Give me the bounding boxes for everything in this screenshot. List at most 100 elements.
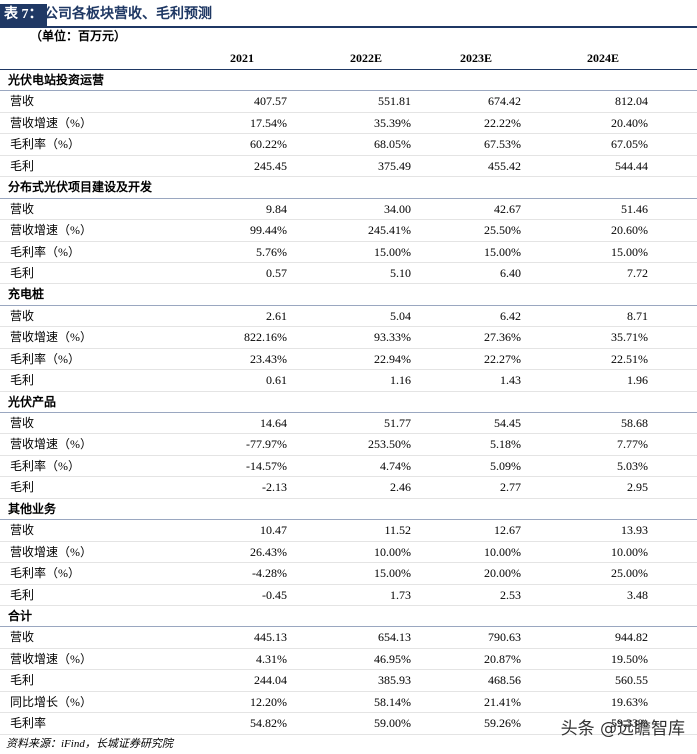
table: 2021 2022E 2023E 2024E 光伏电站投资运营 营收 407.57 551.8… [0, 46, 697, 735]
cell: 35.71% [611, 330, 648, 345]
cell: 4.31% [256, 651, 287, 666]
section-title: 合计 [8, 608, 33, 623]
cell: 385.93 [378, 673, 411, 688]
data-row: 毛利 245.45 375.49 455.42 544.44 [0, 156, 697, 178]
data-row: 营收增速（%） 26.43% 10.00% 10.00% 10.00% [0, 542, 697, 564]
cell: 4.74% [380, 458, 411, 473]
cell: 10.00% [611, 544, 648, 559]
section-row: 光伏产品 [0, 392, 697, 413]
cell: 34.00 [384, 201, 411, 216]
cell: 2.61 [266, 308, 287, 323]
row-label: 营收增速（%） [10, 437, 92, 452]
data-row: 营收 9.84 34.00 42.67 51.46 [0, 199, 697, 221]
cell: 245.41% [368, 223, 411, 238]
cell: 14.64 [260, 416, 287, 430]
cell: 654.13 [378, 630, 411, 645]
cell: 5.04 [390, 308, 411, 323]
row-label: 同比增长（%） [10, 694, 92, 709]
cell: 10.00% [374, 544, 411, 559]
data-row: 营收增速（%） -77.97% 253.50% 5.18% 7.77% [0, 434, 697, 456]
cell: 407.57 [254, 94, 287, 109]
row-label: 营收 [10, 416, 35, 430]
unit-note: （单位：百万元） [30, 29, 127, 43]
cell: 944.82 [615, 630, 648, 645]
cell: 46.95% [374, 651, 411, 666]
data-row: 毛利率（%） -14.57% 4.74% 5.09% 5.03% [0, 456, 697, 478]
cell: 6.40 [500, 265, 521, 280]
cell: 5.10 [390, 265, 411, 280]
cell: 20.87% [484, 651, 521, 666]
row-label: 毛利率（%） [10, 137, 80, 152]
cell: 68.05% [374, 137, 411, 152]
cell: 560.55 [615, 673, 648, 688]
cell: 42.67 [494, 201, 521, 216]
section-row: 合计 [0, 606, 697, 628]
row-label: 营收增速（%） [10, 223, 92, 238]
data-row: 营收增速（%） 822.16% 93.33% 27.36% 35.71% [0, 327, 697, 349]
column-header: 2022E [349, 51, 382, 65]
row-label: 毛利 [10, 480, 35, 495]
cell: 790.63 [488, 630, 521, 645]
cell: 5.18% [490, 437, 521, 452]
row-label: 毛利率（%） [10, 458, 80, 473]
cell: 5.76% [256, 244, 287, 259]
cell: 15.00% [484, 244, 521, 259]
cell: 244.04 [254, 673, 287, 688]
cell: 6.42 [500, 308, 521, 323]
row-label: 营收 [10, 201, 35, 216]
data-row: 毛利率（%） -4.28% 15.00% 20.00% 25.00% [0, 563, 697, 585]
cell: 12.20% [250, 694, 287, 709]
cell: 20.60% [611, 223, 648, 238]
cell: 54.45 [494, 416, 521, 430]
cell: 22.22% [484, 115, 521, 130]
cell: 0.57 [266, 265, 287, 280]
cell: 58.68 [621, 416, 648, 430]
section-row: 充电桩 [0, 284, 697, 306]
row-label: 营收增速（%） [10, 544, 92, 559]
cell: 25.00% [611, 566, 648, 581]
cell: 3.48 [627, 587, 648, 602]
data-row: 营收增速（%） 99.44% 245.41% 25.50% 20.60% [0, 220, 697, 242]
cell: 544.44 [615, 158, 648, 173]
cell: -2.13 [262, 480, 287, 495]
cell: 20.00% [484, 566, 521, 581]
data-row: 营收 14.64 51.77 54.45 58.68 [0, 413, 697, 435]
cell: 21.41% [484, 694, 521, 709]
section-row: 光伏电站投资运营 [0, 70, 697, 92]
cell: 19.63% [611, 694, 648, 709]
data-row: 营收 407.57 551.81 674.42 812.04 [0, 91, 697, 113]
cell: 445.13 [254, 630, 287, 645]
caption-label: 表 7： [0, 4, 47, 26]
row-label: 毛利率（%） [10, 351, 80, 366]
section-title: 光伏产品 [8, 394, 57, 409]
cell: 23.43% [250, 351, 287, 366]
data-row: 毛利 -0.45 1.73 2.53 3.48 [0, 585, 697, 606]
data-row: 同比增长（%） 12.20% 58.14% 21.41% 19.63% [0, 692, 697, 714]
data-row: 营收增速（%） 4.31% 46.95% 20.87% 19.50% [0, 649, 697, 671]
watermark: 头条 @远瞻智库 [560, 719, 685, 739]
row-label: 营收增速（%） [10, 330, 92, 345]
cell: 25.50% [484, 223, 521, 238]
cell: 51.77 [384, 416, 411, 430]
cell: 10.00% [484, 544, 521, 559]
data-row: 毛利 244.04 385.93 468.56 560.55 [0, 670, 697, 692]
cell: 8.71 [627, 308, 648, 323]
cell: 67.53% [484, 137, 521, 152]
data-row: 毛利 0.57 5.10 6.40 7.72 [0, 263, 697, 285]
cell: 26.43% [250, 544, 287, 559]
caption-title: 公司各板块营收、毛利预测 [44, 7, 212, 22]
cell: 67.05% [611, 137, 648, 152]
cell: 551.81 [378, 94, 411, 109]
row-label: 毛利 [10, 158, 35, 173]
cell: 674.42 [488, 94, 521, 109]
row-label: 毛利 [10, 673, 35, 688]
cell: 17.54% [250, 115, 287, 130]
cell: 2.46 [390, 480, 411, 495]
column-header: 2024E [586, 51, 619, 65]
row-label: 毛利 [10, 373, 35, 388]
cell: 58.14% [374, 694, 411, 709]
cell: 13.93 [621, 523, 648, 538]
cell: 59.00% [374, 716, 411, 731]
section-title: 光伏电站投资运营 [8, 73, 105, 87]
cell: 1.43 [500, 373, 521, 388]
